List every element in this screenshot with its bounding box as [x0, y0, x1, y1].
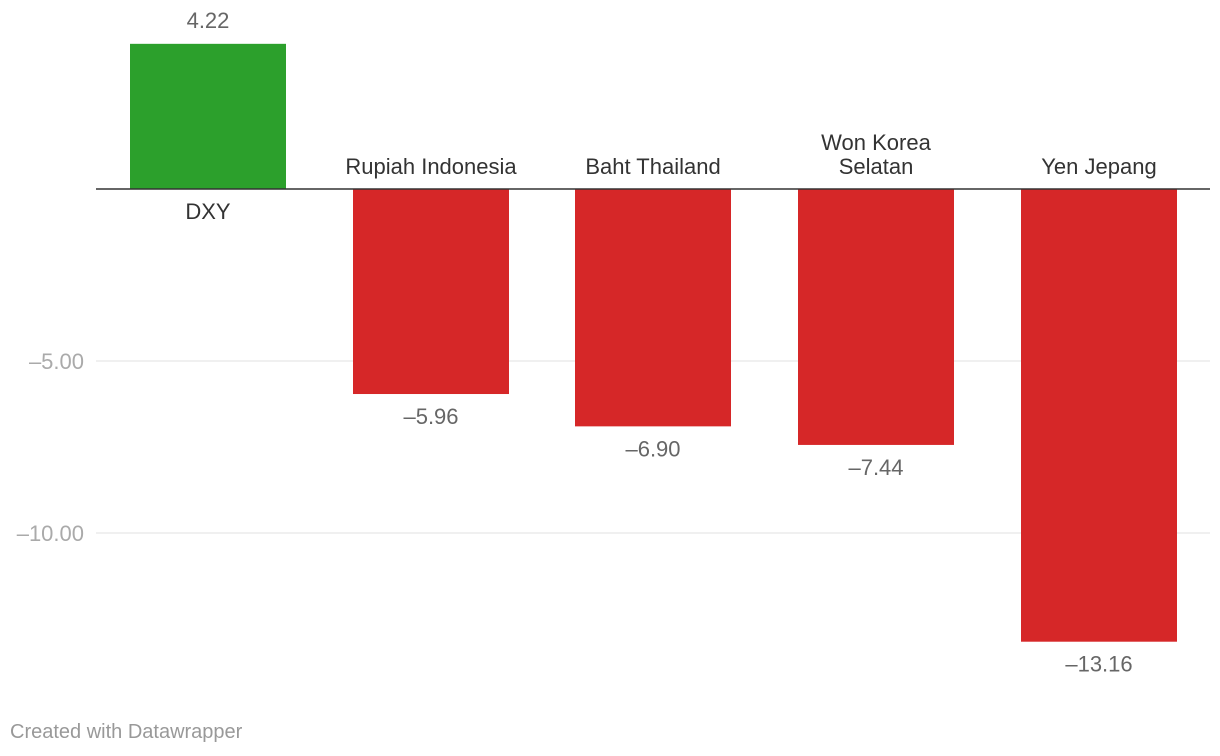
bar: [575, 189, 731, 427]
bar: [798, 189, 954, 445]
category-label: Yen Jepang: [1041, 154, 1156, 179]
category-label: Baht Thailand: [585, 154, 720, 179]
value-label: 4.22: [187, 8, 230, 33]
y-tick-label: –10.00: [17, 521, 84, 546]
category-label: Won Korea Selatan: [821, 130, 931, 179]
category-label: DXY: [185, 199, 231, 224]
bar-chart: –5.00 –10.00 4.22 DXY –5.96 Rupiah Indonesia –…: [17, 8, 1210, 677]
bar: [130, 43, 286, 189]
bar: [1021, 189, 1177, 642]
value-label: –5.96: [403, 404, 458, 429]
value-label: –13.16: [1065, 652, 1132, 677]
bar: [353, 189, 509, 395]
credit-text: Created with Datawrapper: [10, 721, 243, 743]
category-label: Rupiah Indonesia: [345, 154, 517, 179]
y-tick-label: –5.00: [29, 349, 84, 374]
value-label: –7.44: [848, 455, 903, 480]
value-label: –6.90: [625, 436, 680, 461]
